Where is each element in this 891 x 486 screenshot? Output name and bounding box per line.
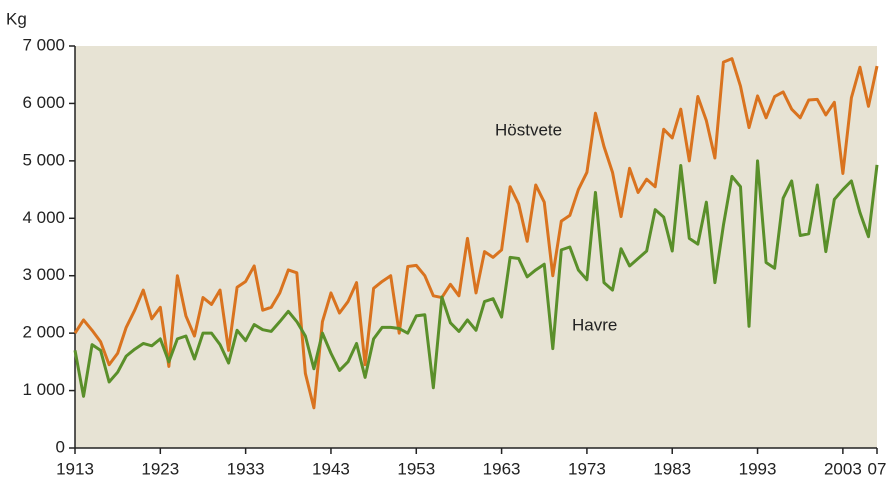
y-axis-label: Kg <box>6 9 27 28</box>
y-tick-label: 5 000 <box>22 150 65 169</box>
x-tick-label: 1963 <box>483 459 521 478</box>
x-tick-label: 1983 <box>653 459 691 478</box>
x-tick-label: 07 <box>868 459 887 478</box>
series-line <box>73 57 879 410</box>
x-tick-label: 1923 <box>141 459 179 478</box>
y-tick-label: 7 000 <box>22 35 65 54</box>
x-tick-label: 1933 <box>227 459 265 478</box>
x-tick-label: 1973 <box>568 459 606 478</box>
y-tick-label: 4 000 <box>22 208 65 227</box>
x-tick-label: 2003 <box>824 459 862 478</box>
x-tick-label: 1943 <box>312 459 350 478</box>
x-tick-label: 1993 <box>739 459 777 478</box>
x-tick-label: 1953 <box>397 459 435 478</box>
series-label: Höstvete <box>495 120 562 139</box>
y-tick-label: 1 000 <box>22 380 65 399</box>
y-tick-label: 3 000 <box>22 265 65 284</box>
y-tick-label: 2 000 <box>22 323 65 342</box>
y-tick-label: 0 <box>56 437 65 456</box>
y-tick-label: 6 000 <box>22 93 65 112</box>
plot-area <box>75 46 877 448</box>
series-line <box>73 159 879 398</box>
series-label: Havre <box>572 315 617 334</box>
x-tick-label: 1913 <box>56 459 94 478</box>
